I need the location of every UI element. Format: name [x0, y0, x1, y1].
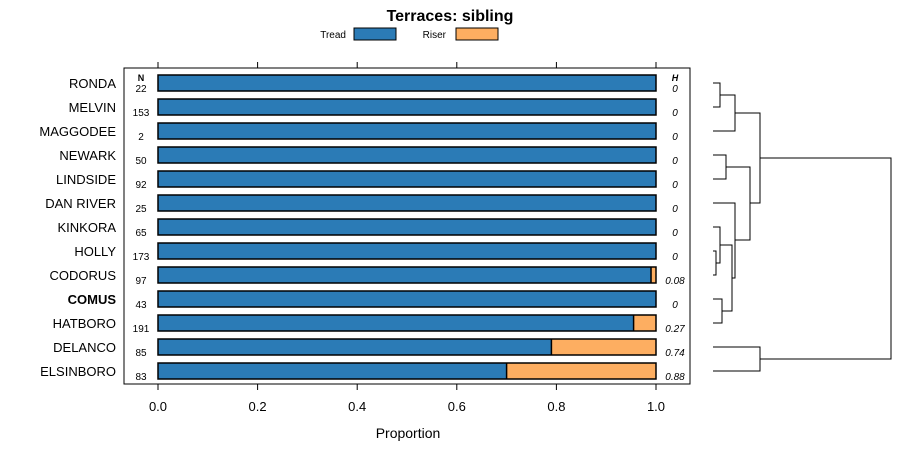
category-label: COMUS: [68, 292, 117, 307]
h-header: H: [672, 73, 679, 83]
legend-swatch-riser: [455, 27, 499, 41]
bar-tread: [158, 315, 634, 331]
bar-outline: [157, 314, 657, 332]
n-value: 22: [135, 84, 147, 95]
n-header: N: [138, 73, 145, 83]
bar-outline: [157, 74, 657, 92]
bar-tread: [158, 267, 652, 283]
h-value: 0: [672, 180, 678, 191]
bar-outline: [157, 170, 657, 188]
h-value: 0: [672, 156, 678, 167]
bars: RONDA 22 0 MELVIN 153 0 MAGGODEE 2 0 NEWARK 50 0 LIN…: [39, 74, 685, 383]
x-axis: 0.0 0.2 0.4 0.6 0.8 1.0: [149, 62, 665, 414]
bar-outline: [157, 338, 657, 356]
bar-outline: [157, 98, 657, 116]
bar-tread: [158, 339, 552, 355]
x-tick-label: 0.4: [348, 399, 366, 414]
category-label: HOLLY: [74, 244, 116, 259]
h-value: 0.08: [665, 276, 685, 287]
bar-tread: [158, 291, 656, 307]
dendrogram-branch: [713, 94, 736, 132]
category-label: HATBORO: [53, 316, 116, 331]
bar-tread: [158, 219, 656, 235]
dendrogram: [713, 82, 892, 372]
bar-riser: [651, 267, 656, 283]
n-value: 2: [138, 132, 144, 143]
dendrogram-branch: [760, 157, 892, 360]
category-label: LINDSIDE: [56, 172, 116, 187]
bar-outline: [157, 146, 657, 164]
bar-tread: [158, 75, 656, 91]
h-value: 0: [672, 84, 678, 95]
dendrogram-branch: [713, 250, 717, 276]
legend-label-tread: Tread: [320, 30, 346, 41]
bar-riser: [551, 339, 656, 355]
bar-outline: [157, 122, 657, 140]
n-value: 50: [135, 156, 147, 167]
h-value: 0: [672, 204, 678, 215]
x-tick-label: 1.0: [647, 399, 665, 414]
h-value: 0: [672, 300, 678, 311]
n-value: 173: [133, 252, 150, 263]
category-label: RONDA: [69, 76, 116, 91]
chart-title: Terraces: sibling: [387, 8, 514, 25]
n-value: 92: [135, 180, 147, 191]
dendrogram-branch: [713, 346, 761, 372]
h-value: 0.88: [665, 372, 685, 383]
h-value: 0: [672, 228, 678, 239]
bar-outline: [157, 362, 657, 380]
n-value: 25: [135, 204, 147, 215]
n-value: 153: [133, 108, 150, 119]
category-label: NEWARK: [59, 148, 116, 163]
dendrogram-branch: [713, 82, 721, 108]
category-label: KINKORA: [57, 220, 116, 235]
category-label: ELSINBORO: [40, 364, 116, 379]
h-value: 0: [672, 108, 678, 119]
bar-tread: [158, 171, 656, 187]
dendrogram-branch: [713, 154, 727, 180]
bar-tread: [158, 99, 656, 115]
bar-tread: [158, 123, 656, 139]
h-value: 0: [672, 252, 678, 263]
category-label: DELANCO: [53, 340, 116, 355]
bar-outline: [157, 218, 657, 236]
x-tick-label: 0.8: [547, 399, 565, 414]
legend-swatch-tread: [353, 27, 397, 41]
category-label: CODORUS: [50, 268, 117, 283]
x-axis-label: Proportion: [376, 425, 441, 441]
bar-outline: [157, 266, 657, 284]
category-label: MAGGODEE: [39, 124, 116, 139]
dendrogram-branch: [713, 298, 723, 324]
legend-label-riser: Riser: [423, 30, 447, 41]
bar-riser: [506, 363, 656, 379]
h-value: 0.74: [665, 348, 685, 359]
h-value: 0: [672, 132, 678, 143]
category-label: MELVIN: [69, 100, 116, 115]
bar-outline: [157, 242, 657, 260]
n-value: 43: [135, 300, 147, 311]
plot-frame: [123, 67, 691, 385]
n-value: 85: [135, 348, 147, 359]
bar-tread: [158, 147, 656, 163]
x-tick-label: 0.2: [249, 399, 267, 414]
bar-outline: [157, 290, 657, 308]
n-value: 65: [135, 228, 147, 239]
bar-tread: [158, 243, 656, 259]
n-value: 97: [135, 276, 147, 287]
category-label: DAN RIVER: [45, 196, 116, 211]
n-value: 83: [135, 372, 147, 383]
x-tick-label: 0.6: [448, 399, 466, 414]
bar-riser: [633, 315, 656, 331]
legend: Tread Riser: [320, 27, 499, 41]
bar-tread: [158, 195, 656, 211]
h-value: 0.27: [665, 324, 685, 335]
bar-outline: [157, 194, 657, 212]
x-tick-label: 0.0: [149, 399, 167, 414]
dendrogram-branch: [735, 112, 761, 204]
n-value: 191: [133, 324, 150, 335]
bar-tread: [158, 363, 507, 379]
